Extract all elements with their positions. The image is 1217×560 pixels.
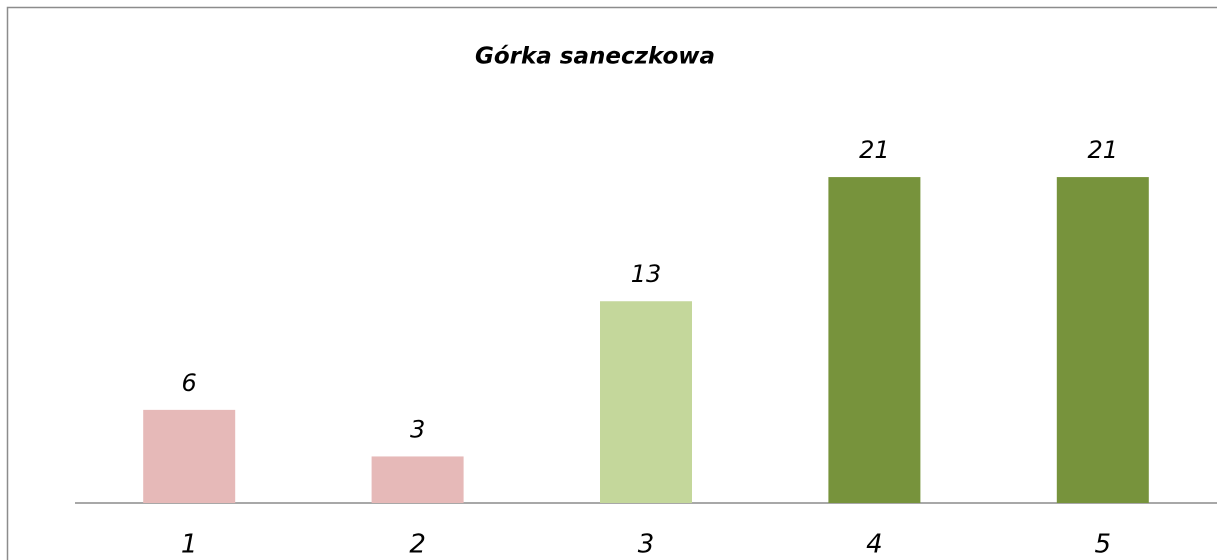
data-label: 6 [182, 369, 197, 397]
chart-title: Górka saneczkowa [475, 44, 715, 70]
data-label: 3 [410, 415, 425, 443]
x-tick-label: 3 [638, 530, 655, 560]
data-label: 21 [1088, 136, 1119, 164]
data-label: 13 [631, 260, 662, 288]
x-tick-label: 4 [866, 530, 883, 560]
bar [1056, 177, 1149, 503]
bar [600, 301, 692, 503]
x-tick-label: 5 [1095, 530, 1112, 560]
bar [143, 409, 236, 503]
x-tick-label: 1 [181, 530, 198, 560]
data-label: 21 [859, 136, 890, 164]
bar [371, 456, 464, 503]
bar [828, 177, 921, 503]
x-tick-label: 2 [409, 530, 426, 560]
